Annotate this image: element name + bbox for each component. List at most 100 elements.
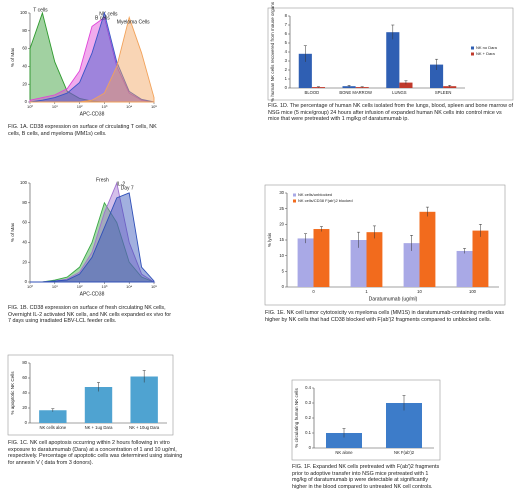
y-tick-label: 40: [22, 64, 27, 69]
x-tick-label: NK + 1ug Dara: [85, 425, 113, 430]
x-tick-label: 10¹: [52, 104, 58, 109]
y-tick-label: 0.1: [305, 430, 311, 435]
y-axis-label: % of Max: [10, 222, 15, 242]
y-tick-label: 0.3: [305, 400, 311, 405]
y-tick-label: 60: [22, 46, 27, 51]
series-label: Day 7: [121, 185, 134, 191]
error-bar: [142, 370, 146, 383]
bar: [130, 376, 158, 423]
y-tick-label: 40: [22, 240, 27, 245]
bar: [350, 240, 367, 287]
y-tick-label: 80: [22, 360, 27, 365]
x-tick-label: 0: [312, 289, 315, 294]
y-tick-label: 8: [285, 13, 288, 18]
bar: [386, 32, 400, 88]
y-axis-label: % circulating human NK cells: [294, 388, 299, 448]
error-bar: [304, 233, 308, 244]
y-tick-label: 5: [282, 268, 285, 273]
error-bar: [425, 206, 429, 217]
x-tick-label: 10⁵: [151, 284, 157, 289]
y-tick-label: 4: [285, 49, 288, 54]
error-bar: [478, 224, 482, 237]
x-tick-label: NK alone: [335, 450, 353, 455]
histogram-curve: [29, 11, 155, 103]
y-tick-label: 20: [279, 221, 284, 226]
bar: [326, 433, 362, 448]
y-tick-label: 20: [22, 405, 27, 410]
caption: FIG. 1E. NK cell tumor cytotoxicity vs m…: [265, 310, 505, 323]
y-tick-label: 2: [285, 67, 288, 72]
y-axis-label: % of Max: [10, 47, 15, 67]
y-tick-label: 0: [25, 279, 28, 284]
y-tick-label: 0.4: [305, 385, 311, 390]
y-tick-label: 60: [22, 220, 27, 225]
bar: [313, 229, 330, 287]
error-bar: [404, 80, 408, 85]
histogram-curve: [30, 192, 155, 283]
error-bar: [357, 231, 361, 248]
error-bar: [463, 248, 467, 254]
error-bar: [448, 85, 452, 88]
legend-swatch: [293, 193, 296, 197]
error-bar: [391, 24, 395, 40]
error-bar: [435, 58, 439, 70]
caption: FIG. 1F. Expanded NK cells pretreated wi…: [292, 464, 440, 490]
x-tick-label: 10³: [102, 104, 108, 109]
legend-swatch: [293, 199, 296, 203]
caption: FIG. 1A. CD38 expression on surface of c…: [8, 124, 157, 137]
error-bar: [97, 382, 100, 392]
error-bar: [410, 235, 414, 251]
x-tick-label: 10²: [77, 104, 83, 109]
error-bar: [360, 86, 364, 88]
bar: [419, 211, 436, 287]
histogram-curve: [30, 15, 155, 103]
error-bar: [303, 45, 307, 62]
histogram-curve: [30, 201, 155, 283]
y-tick-label: 20: [22, 259, 27, 264]
y-tick-label: 100: [20, 10, 28, 15]
y-tick-label: 40: [22, 390, 27, 395]
bar: [366, 232, 383, 287]
y-tick-label: 0: [25, 420, 28, 425]
x-tick-label: BONE MARROW: [339, 90, 372, 95]
y-tick-label: 7: [285, 22, 288, 27]
y-axis-label: % lysis: [267, 232, 272, 247]
x-axis-label: APC-CD38: [80, 291, 105, 297]
x-tick-label: 1: [365, 289, 368, 294]
y-axis-label: % human NK cells recovered from mouse or…: [270, 1, 275, 102]
series-label: IL-2: [116, 181, 125, 187]
error-bar: [347, 85, 351, 88]
x-tick-label: NK + 10ug Dara: [129, 425, 160, 430]
y-tick-label: 0: [25, 99, 28, 104]
bar: [297, 238, 314, 287]
error-bar: [372, 225, 376, 239]
y-tick-label: 30: [279, 190, 284, 195]
x-tick-label: 10¹: [52, 284, 58, 289]
y-tick-label: 15: [279, 237, 284, 242]
error-bar: [316, 86, 320, 88]
y-tick-label: 25: [279, 206, 284, 211]
x-tick-label: 10⁵: [151, 104, 157, 109]
legend-label: NK + Dara: [476, 51, 496, 56]
series-label: NK cells: [99, 11, 118, 17]
y-tick-label: 80: [22, 200, 27, 205]
series-label: T cells: [33, 7, 48, 13]
bar: [472, 230, 489, 287]
error-bar: [319, 226, 323, 232]
bar: [403, 243, 420, 287]
x-tick-label: 10⁰: [27, 284, 33, 289]
x-tick-label: 10³: [102, 284, 108, 289]
y-tick-label: 3: [285, 58, 288, 63]
y-tick-label: 0: [309, 445, 312, 450]
series-label: B cells: [95, 15, 110, 21]
y-tick-label: 0.2: [305, 415, 311, 420]
legend-swatch: [471, 46, 474, 50]
x-tick-label: 10⁰: [27, 104, 33, 109]
y-tick-label: 0: [285, 85, 288, 90]
bar: [39, 410, 67, 423]
x-tick-label: SPLEEN: [435, 90, 452, 95]
y-tick-label: 20: [22, 81, 27, 86]
x-tick-label: 10⁴: [126, 284, 132, 289]
y-tick-label: 6: [285, 31, 288, 36]
